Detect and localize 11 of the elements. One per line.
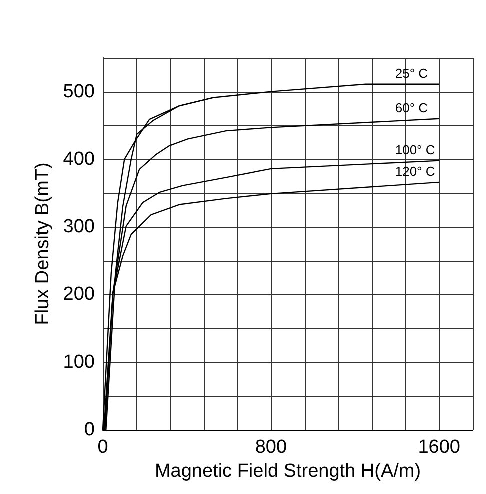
y-tick-label: 300: [63, 216, 95, 238]
y-tick-label: 100: [63, 352, 95, 373]
y-tick-label: 0: [84, 420, 95, 440]
x-axis-title: Magnetic Field Strength H(A/m): [154, 460, 422, 482]
x-tick-label: 1600: [418, 437, 461, 458]
y-tick-label: 400: [63, 148, 95, 170]
y-tick-label: 500: [63, 81, 95, 102]
x-tick-label: 800: [255, 437, 288, 458]
y-axis-title: Flux Density B(mT): [32, 162, 54, 326]
y-tick-label: 200: [63, 284, 95, 306]
x-tick-label: 0: [98, 437, 108, 458]
